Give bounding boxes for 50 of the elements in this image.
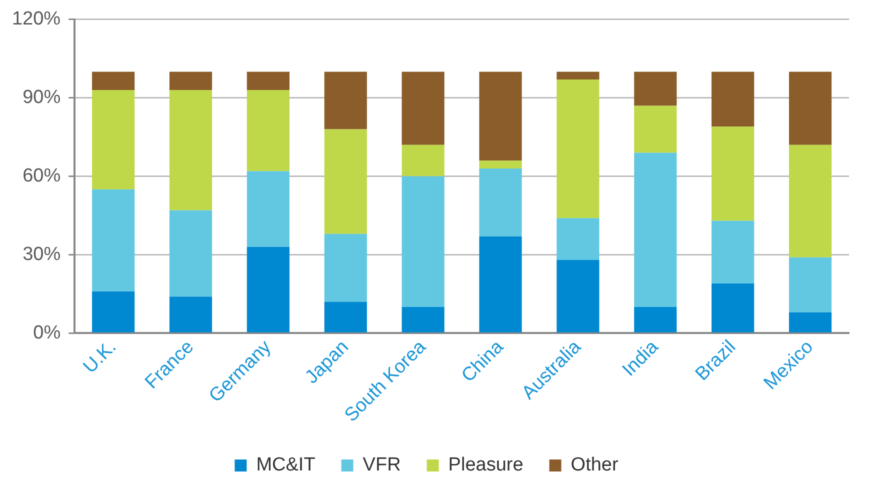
bar bbox=[246, 171, 290, 247]
bar bbox=[712, 284, 754, 332]
legend-label: Pleasure bbox=[448, 454, 524, 476]
bar bbox=[479, 236, 522, 332]
bar bbox=[479, 72, 522, 161]
bar bbox=[788, 257, 832, 312]
bar bbox=[169, 90, 212, 210]
bar bbox=[92, 189, 135, 292]
bar bbox=[402, 144, 444, 176]
bar bbox=[169, 296, 212, 332]
bar bbox=[788, 72, 832, 145]
bar bbox=[556, 218, 600, 260]
bar bbox=[634, 152, 677, 308]
y-tick-label: 90% bbox=[22, 87, 61, 108]
bar bbox=[92, 72, 135, 90]
bar bbox=[788, 312, 832, 332]
bar bbox=[556, 260, 600, 332]
bar bbox=[402, 72, 444, 145]
x-tick-label: U.K. bbox=[80, 336, 121, 378]
bar bbox=[556, 80, 600, 218]
bar bbox=[246, 246, 290, 332]
y-tick-label: 30% bbox=[22, 244, 61, 265]
bar bbox=[634, 307, 677, 332]
bar bbox=[402, 307, 444, 332]
bar bbox=[712, 220, 754, 284]
bar bbox=[402, 176, 444, 308]
bar bbox=[169, 72, 212, 90]
bar bbox=[634, 72, 677, 106]
legend-label: Other bbox=[570, 454, 619, 476]
bar bbox=[324, 302, 367, 332]
bar bbox=[92, 90, 135, 190]
bar bbox=[479, 168, 522, 236]
bar bbox=[324, 234, 367, 302]
bar bbox=[712, 72, 754, 127]
y-tick-label: 60% bbox=[22, 166, 61, 187]
legend-label: VFR bbox=[362, 454, 401, 476]
y-tick-label: 120% bbox=[12, 8, 61, 30]
bar bbox=[788, 144, 832, 258]
bar bbox=[479, 160, 522, 168]
bar bbox=[556, 72, 600, 80]
legend-label: MC&IT bbox=[256, 454, 316, 476]
bar bbox=[634, 106, 677, 153]
bar bbox=[324, 72, 367, 130]
bar bbox=[92, 291, 135, 332]
bar bbox=[712, 126, 754, 221]
bar bbox=[246, 90, 290, 172]
bar bbox=[324, 129, 367, 234]
bar bbox=[169, 210, 212, 297]
y-tick-label: 0% bbox=[33, 322, 61, 344]
bar bbox=[246, 72, 290, 90]
